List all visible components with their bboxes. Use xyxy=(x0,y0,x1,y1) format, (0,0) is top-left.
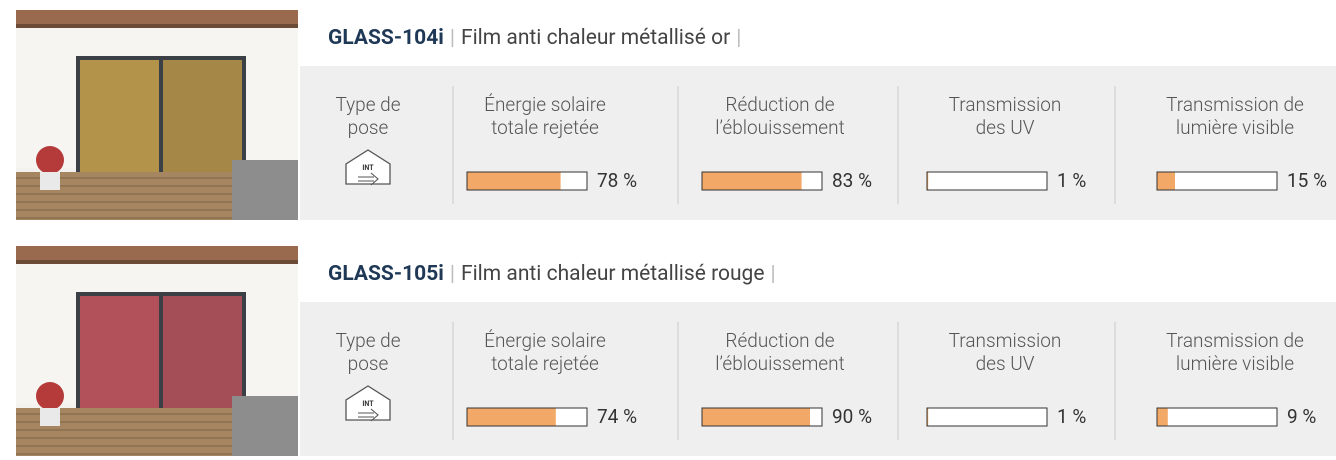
spec-label: Énergie solaire xyxy=(484,93,606,116)
flowers xyxy=(36,146,64,174)
spec-label: l’éblouissement xyxy=(715,116,844,139)
product-list: GLASS-104i|Film anti chaleur métallisé o… xyxy=(0,0,1336,456)
chair xyxy=(232,396,298,456)
chair xyxy=(232,160,298,220)
bar xyxy=(928,173,929,190)
spec-label: Réduction de xyxy=(725,93,834,116)
spec-label: totale rejetée xyxy=(491,352,599,375)
pane-left xyxy=(80,296,159,408)
bar xyxy=(1158,409,1168,426)
value-label: 1 % xyxy=(1057,405,1086,428)
value-label: 1 % xyxy=(1057,169,1086,192)
pot xyxy=(40,172,60,190)
roof-edge xyxy=(16,24,298,28)
pose-icon-text: INT xyxy=(362,400,374,408)
value-label: 90 % xyxy=(832,405,872,428)
roof-edge xyxy=(16,260,298,264)
spec-label: Transmission xyxy=(949,329,1062,352)
bar-track xyxy=(927,172,1047,190)
pose-icon-text: INT xyxy=(362,164,374,172)
spec-panel xyxy=(300,66,1336,220)
pane-right xyxy=(163,60,242,172)
roof xyxy=(16,10,298,24)
value-label: 78 % xyxy=(597,169,637,192)
spec-label: Transmission de xyxy=(1166,93,1304,116)
flowers xyxy=(36,382,64,410)
spec-label: Réduction de xyxy=(725,329,834,352)
bar xyxy=(703,173,802,190)
roof xyxy=(16,246,298,260)
product-title: GLASS-104i|Film anti chaleur métallisé o… xyxy=(328,26,741,50)
title-separator: | xyxy=(770,262,775,286)
pane-right xyxy=(163,296,242,408)
product-code: GLASS-104i xyxy=(328,26,444,50)
value-label: 74 % xyxy=(597,405,637,428)
spec-label: pose xyxy=(348,116,389,139)
bar-track xyxy=(927,408,1047,426)
value-label: 83 % xyxy=(832,169,872,192)
product: GLASS-105i|Film anti chaleur métallisé r… xyxy=(16,246,1336,456)
spec-label: lumière visible xyxy=(1176,352,1294,375)
bar xyxy=(1158,173,1176,190)
value-label: 15 % xyxy=(1287,169,1327,192)
product-title: GLASS-105i|Film anti chaleur métallisé r… xyxy=(328,262,776,286)
product: GLASS-104i|Film anti chaleur métallisé o… xyxy=(16,10,1336,220)
title-separator: | xyxy=(736,26,741,50)
bar-track xyxy=(1157,408,1277,426)
title-separator: | xyxy=(450,262,455,286)
pane-left xyxy=(80,60,159,172)
spec-label: l’éblouissement xyxy=(715,352,844,375)
bar xyxy=(703,409,811,426)
product-photo xyxy=(16,10,298,220)
spec-label: lumière visible xyxy=(1176,116,1294,139)
spec-label: des UV xyxy=(976,116,1035,139)
product-photo xyxy=(16,246,298,456)
title-separator: | xyxy=(450,26,455,50)
pot xyxy=(40,408,60,426)
spec-label: Transmission de xyxy=(1166,329,1304,352)
spec-panel xyxy=(300,302,1336,456)
spec-label: Transmission xyxy=(949,93,1062,116)
bar xyxy=(468,173,561,190)
spec-label: des UV xyxy=(976,352,1035,375)
spec-label: totale rejetée xyxy=(491,116,599,139)
product-description: Film anti chaleur métallisé or xyxy=(461,26,730,50)
spec-label: Type de xyxy=(335,93,400,116)
bar xyxy=(928,409,929,426)
spec-label: Type de xyxy=(335,329,400,352)
spec-label: Énergie solaire xyxy=(484,329,606,352)
product-description: Film anti chaleur métallisé rouge xyxy=(461,262,765,286)
value-label: 9 % xyxy=(1287,405,1316,428)
product-code: GLASS-105i xyxy=(328,262,444,286)
spec-label: pose xyxy=(348,352,389,375)
bar xyxy=(468,409,556,426)
